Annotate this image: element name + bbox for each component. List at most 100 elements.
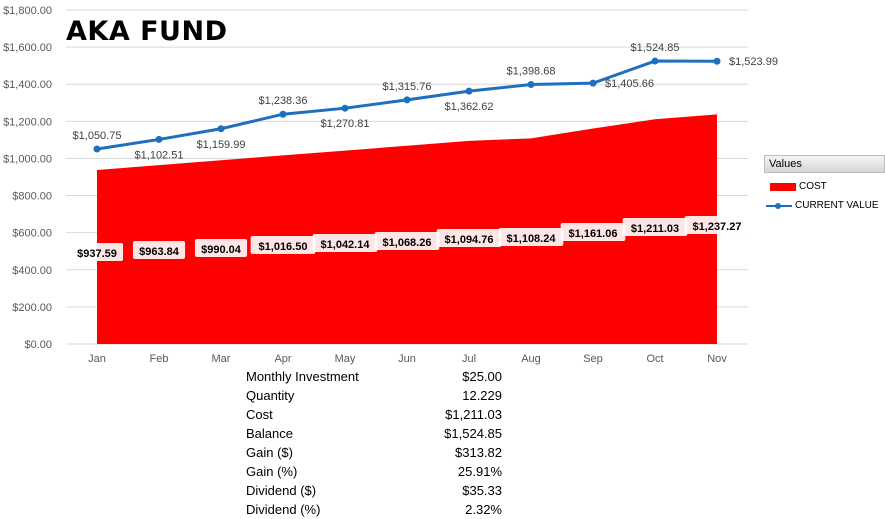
cost-data-label: $1,016.50 xyxy=(259,241,308,253)
cost-data-label: $1,094.76 xyxy=(445,234,494,246)
stat-row: Quantity 12.229 xyxy=(246,386,506,405)
current-value-data-label: $1,159.99 xyxy=(197,139,246,151)
stat-label: Dividend (%) xyxy=(246,502,321,517)
current-value-point xyxy=(403,96,411,104)
chart-title: AKA FUND xyxy=(66,16,228,47)
current-value-data-label: $1,362.62 xyxy=(445,101,494,113)
legend-label-current-value: CURRENT VALUE xyxy=(795,200,879,211)
y-tick-label: $400.00 xyxy=(12,265,52,277)
y-tick-label: $200.00 xyxy=(12,302,52,314)
cost-data-label: $1,042.14 xyxy=(321,239,371,251)
stat-label: Quantity xyxy=(246,388,295,403)
stat-label: Balance xyxy=(246,426,293,441)
cost-data-label: $1,161.06 xyxy=(569,228,618,240)
x-tick-label: Nov xyxy=(707,353,727,365)
legend-item-current-value: CURRENT VALUE xyxy=(764,200,885,211)
cost-area-shape xyxy=(97,114,717,344)
cost-data-label: $1,068.26 xyxy=(383,237,432,249)
stat-value: $313.82 xyxy=(455,445,502,460)
current-value-data-label: $1,102.51 xyxy=(135,149,184,161)
y-tick-label: $1,400.00 xyxy=(3,79,52,91)
stat-label: Gain ($) xyxy=(246,445,293,460)
current-value-point xyxy=(589,79,597,87)
legend-title[interactable]: Values xyxy=(764,155,885,173)
cost-label-box xyxy=(374,232,440,250)
y-tick-label: $1,800.00 xyxy=(3,5,52,17)
cost-label-box xyxy=(132,241,186,259)
stat-row: Gain ($) $313.82 xyxy=(246,443,506,462)
cost-label-box xyxy=(498,228,564,246)
cost-label-box xyxy=(194,239,248,257)
stat-row: Dividend ($) $35.33 xyxy=(246,481,506,500)
stats-table: Monthly Investment $25.00 Quantity 12.229 Co… xyxy=(246,367,506,519)
stat-label: Monthly Investment xyxy=(246,369,359,384)
current-value-point xyxy=(713,57,721,65)
current-value-data-label: $1,524.85 xyxy=(631,42,680,54)
cost-swatch xyxy=(770,182,796,191)
x-tick-label: May xyxy=(335,353,356,365)
x-tick-label: Jan xyxy=(88,353,106,365)
stat-value: $1,211.03 xyxy=(445,407,502,422)
stat-value: $1,524.85 xyxy=(444,426,502,441)
x-tick-label: Oct xyxy=(646,353,663,365)
cost-data-label: $1,108.24 xyxy=(507,233,557,245)
stat-row: Gain (%) 25.91% xyxy=(246,462,506,481)
y-tick-label: $1,600.00 xyxy=(3,42,52,54)
x-tick-label: Jul xyxy=(462,353,476,365)
cost-label-box xyxy=(622,218,688,236)
stat-value: 12.229 xyxy=(462,388,502,403)
current-value-data-label: $1,270.81 xyxy=(321,118,370,130)
cost-area xyxy=(97,114,717,344)
cost-label-box xyxy=(560,223,626,241)
current-value-point xyxy=(651,57,659,65)
current-value-data-label: $1,523.99 xyxy=(729,56,778,68)
cost-label-box xyxy=(684,216,750,234)
cost-data-label: $937.59 xyxy=(77,248,117,260)
x-tick-label: Aug xyxy=(521,353,541,365)
y-tick-label: $0.00 xyxy=(24,339,52,351)
stat-row: Dividend (%) 2.32% xyxy=(246,500,506,519)
cost-label-box xyxy=(70,243,124,261)
current-value-data-label: $1,315.76 xyxy=(383,81,432,93)
stat-row: Cost $1,211.03 xyxy=(246,405,506,424)
cost-label-box xyxy=(436,229,502,247)
current-value-point xyxy=(527,80,535,88)
stat-row: Monthly Investment $25.00 xyxy=(246,367,506,386)
y-tick-label: $1,000.00 xyxy=(3,153,52,165)
current-value-data-label: $1,398.68 xyxy=(507,65,556,77)
current-value-data-label: $1,405.66 xyxy=(605,78,654,90)
stat-value: 25.91% xyxy=(457,464,502,479)
current-value-labels: $1,050.75 $1,102.51 $1,159.99 $1,238.36 $1,2… xyxy=(73,42,778,161)
current-value-point xyxy=(341,104,349,112)
cost-label-box xyxy=(312,234,378,252)
x-axis: Jan Feb Mar Apr May Jun Jul Aug Sep Oct Nov xyxy=(88,353,727,365)
y-axis: $0.00 $200.00 $400.00 $600.00 $800.00 $1,000.… xyxy=(3,5,52,351)
y-tick-label: $1,200.00 xyxy=(3,116,52,128)
y-tick-label: $800.00 xyxy=(12,191,52,203)
current-value-point xyxy=(217,125,225,133)
current-value-line xyxy=(93,57,721,153)
legend-label-cost: COST xyxy=(799,181,827,192)
x-tick-label: Sep xyxy=(583,353,603,365)
x-tick-label: Mar xyxy=(212,353,231,365)
stat-row: Balance $1,524.85 xyxy=(246,424,506,443)
cost-label-box xyxy=(250,236,316,254)
cost-labels: $937.59 $963.84 $990.04 $1,016.50 $1,042.14 $… xyxy=(70,216,750,261)
current-value-swatch xyxy=(766,201,792,211)
current-value-data-label: $1,238.36 xyxy=(259,95,308,107)
current-value-point xyxy=(279,110,287,118)
stat-value: 2.32% xyxy=(465,502,502,517)
cost-data-label: $1,211.03 xyxy=(631,223,679,235)
y-tick-label: $600.00 xyxy=(12,228,52,240)
stat-label: Dividend ($) xyxy=(246,483,317,498)
x-tick-label: Feb xyxy=(150,353,169,365)
x-tick-label: Apr xyxy=(274,353,291,365)
current-value-point xyxy=(93,145,101,153)
current-value-data-label: $1,050.75 xyxy=(73,130,122,142)
legend: Values COST CURRENT VALUE xyxy=(764,155,885,211)
legend-item-cost: COST xyxy=(764,181,885,192)
stat-value: $35.33 xyxy=(462,483,502,498)
current-value-point xyxy=(155,135,163,143)
x-tick-label: Jun xyxy=(398,353,416,365)
